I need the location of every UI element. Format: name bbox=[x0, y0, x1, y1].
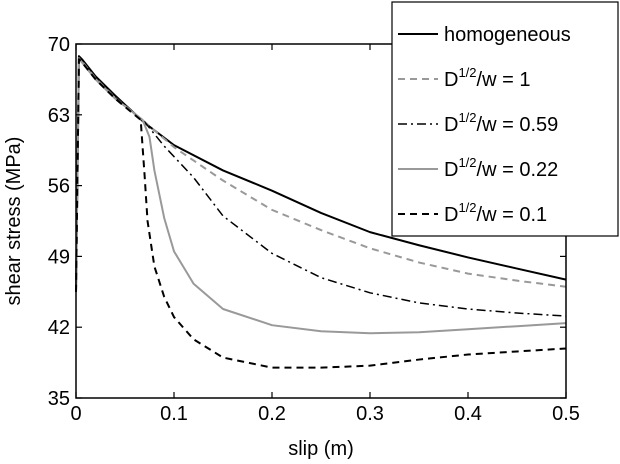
x-tick-label: 0.1 bbox=[160, 403, 188, 425]
legend: homogeneous D1/2/w = 1 D1/2/w = 0.59 D1/2/w… bbox=[391, 1, 619, 237]
y-tick-label: 63 bbox=[48, 105, 70, 127]
legend-box bbox=[391, 1, 619, 237]
legend-entry: D1/2/w = 1 bbox=[444, 65, 530, 91]
legend-entry: D1/2/w = 0.59 bbox=[444, 110, 558, 136]
x-axis-label: slip (m) bbox=[288, 438, 354, 460]
y-tick-label: 35 bbox=[48, 388, 70, 410]
legend-entry: D1/2/w = 0.1 bbox=[444, 200, 547, 226]
series-line-1 bbox=[75, 55, 567, 292]
series-layer bbox=[75, 55, 567, 369]
x-tick-label: 0.3 bbox=[356, 403, 384, 425]
x-tick-label: 0.5 bbox=[552, 403, 580, 425]
series-line-5 bbox=[75, 58, 567, 369]
x-tick-label: 0.2 bbox=[258, 403, 286, 425]
legend-entry: homogeneous bbox=[444, 24, 571, 46]
x-tick-label: 0 bbox=[70, 403, 81, 425]
y-tick-label: 56 bbox=[48, 176, 70, 198]
x-tick-label: 0.4 bbox=[454, 403, 482, 425]
legend-entry: D1/2/w = 0.22 bbox=[444, 155, 558, 181]
y-tick-label: 42 bbox=[48, 317, 70, 339]
y-tick-label: 49 bbox=[48, 246, 70, 268]
ticks-layer: 0 0.1 0.2 0.3 0.4 0.5 35 42 49 56 63 70 bbox=[48, 34, 580, 425]
y-tick-label: 70 bbox=[48, 34, 70, 56]
y-axis-label: shear stress (MPa) bbox=[3, 137, 25, 306]
